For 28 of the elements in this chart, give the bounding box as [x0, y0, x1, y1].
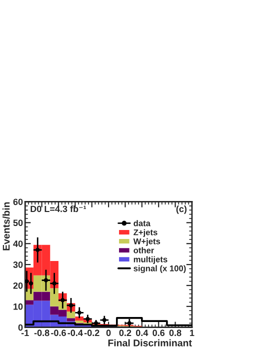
legend-label: other	[134, 247, 154, 254]
x-tick-label: -0.8	[34, 330, 50, 336]
legend-label: W+jets	[133, 238, 160, 246]
x-tick-label: -1	[21, 330, 29, 336]
annotation: (c)	[176, 205, 187, 214]
y-tick-label: 60	[13, 198, 23, 206]
annotation: D0 L=4.3 fb⁻¹	[30, 205, 86, 212]
x-tick-label: -0.2	[84, 330, 100, 336]
x-tick-label: -0.4	[68, 330, 83, 336]
x-tick-label: 1	[190, 330, 194, 336]
y-axis-title: Events/bin	[2, 202, 10, 250]
x-tick-label: 0.6	[152, 330, 165, 336]
y-tick-label: 40	[13, 240, 23, 247]
legend-label: data	[134, 220, 151, 226]
x-tick-label: 0	[106, 330, 111, 336]
legend-label: multijets	[134, 256, 168, 264]
y-tick-label: 20	[13, 282, 23, 289]
x-tick-label: 0.2	[119, 330, 132, 336]
y-tick-label: 30	[13, 262, 23, 268]
legend-label: signal (x 100)	[134, 265, 186, 274]
y-tick-label: 0	[18, 324, 23, 331]
x-tick-label: 0.4	[136, 330, 148, 336]
y-tick-label: 10	[14, 303, 23, 310]
x-tick-label: 0.8	[169, 330, 182, 336]
y-tick-label: 50	[13, 220, 23, 226]
x-axis-title: Final Discriminant	[108, 339, 192, 346]
x-tick-label: -0.6	[51, 330, 66, 336]
legend-label: Z+jets	[134, 229, 158, 237]
